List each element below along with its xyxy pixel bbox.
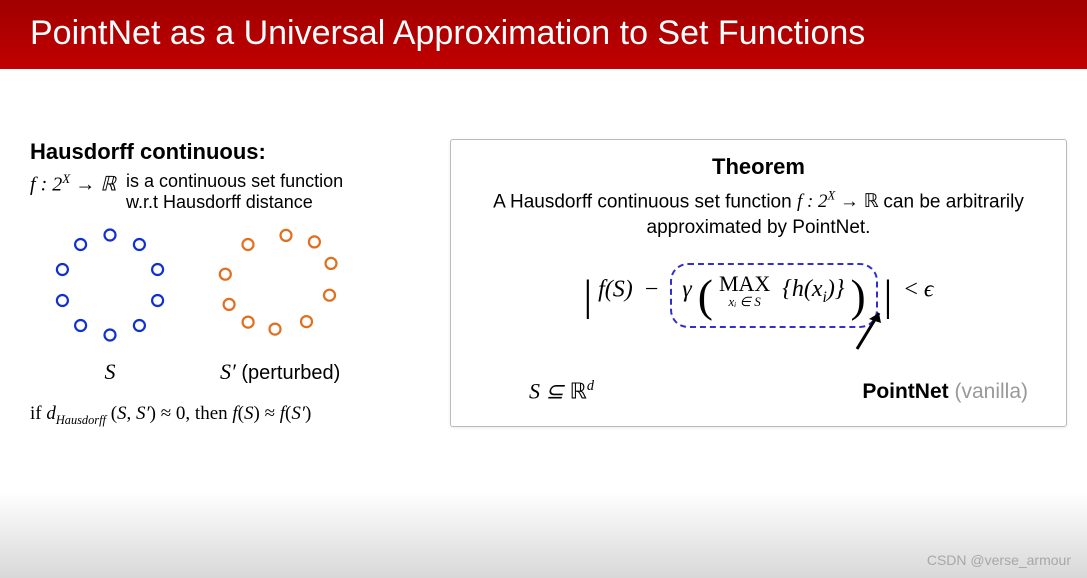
theorem-box: Theorem A Hausdorff continuous set funct… [450,139,1067,427]
approximation-formula: | f(S) − γ ( MAX xᵢ ∈ S {h(xi)} ) | < ϵ [479,263,1038,328]
subset-label: S ⊆ ℝd [529,378,594,404]
ring-labels-row: S S′ (perturbed) [30,359,430,385]
condition-line: if dHausdorff (S, S′) ≈ 0, then f(S) ≈ f… [30,403,430,428]
ring1-label: S [70,359,150,385]
pointnet-tag: PointNet (vanilla) [862,380,1028,404]
slide-header: PointNet as a Universal Approximation to… [0,0,1087,69]
right-column: Theorem A Hausdorff continuous set funct… [450,139,1067,428]
def-text-1: is a continuous set function [126,171,343,191]
slide-title: PointNet as a Universal Approximation to… [30,14,865,52]
hausdorff-heading: Hausdorff continuous: [30,139,430,165]
watermark: CSDN @verse_armour [927,552,1071,568]
function-def-math: f : 2X → ℝ [30,171,116,197]
ring2-label: S′ (perturbed) [220,359,340,385]
pointnet-dashed-term: γ ( MAX xᵢ ∈ S {h(xi)} ) [670,263,877,328]
left-column: Hausdorff continuous: f : 2X → ℝ is a co… [20,139,430,428]
arrow-icon [849,309,889,355]
theorem-body: A Hausdorff continuous set function f : … [479,188,1038,241]
def-text-2: w.r.t Hausdorff distance [126,192,313,212]
pointnet-label-row: S ⊆ ℝd PointNet (vanilla) [479,378,1038,404]
theorem-title: Theorem [479,154,1038,180]
function-definition-line: f : 2X → ℝ is a continuous set function … [30,171,430,213]
slide-content: Hausdorff continuous: f : 2X → ℝ is a co… [0,69,1087,448]
point-rings-diagram [30,215,390,355]
